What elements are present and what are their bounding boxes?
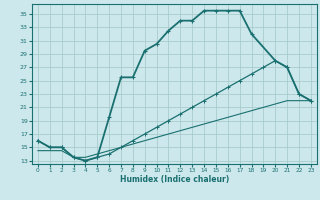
X-axis label: Humidex (Indice chaleur): Humidex (Indice chaleur) (120, 175, 229, 184)
